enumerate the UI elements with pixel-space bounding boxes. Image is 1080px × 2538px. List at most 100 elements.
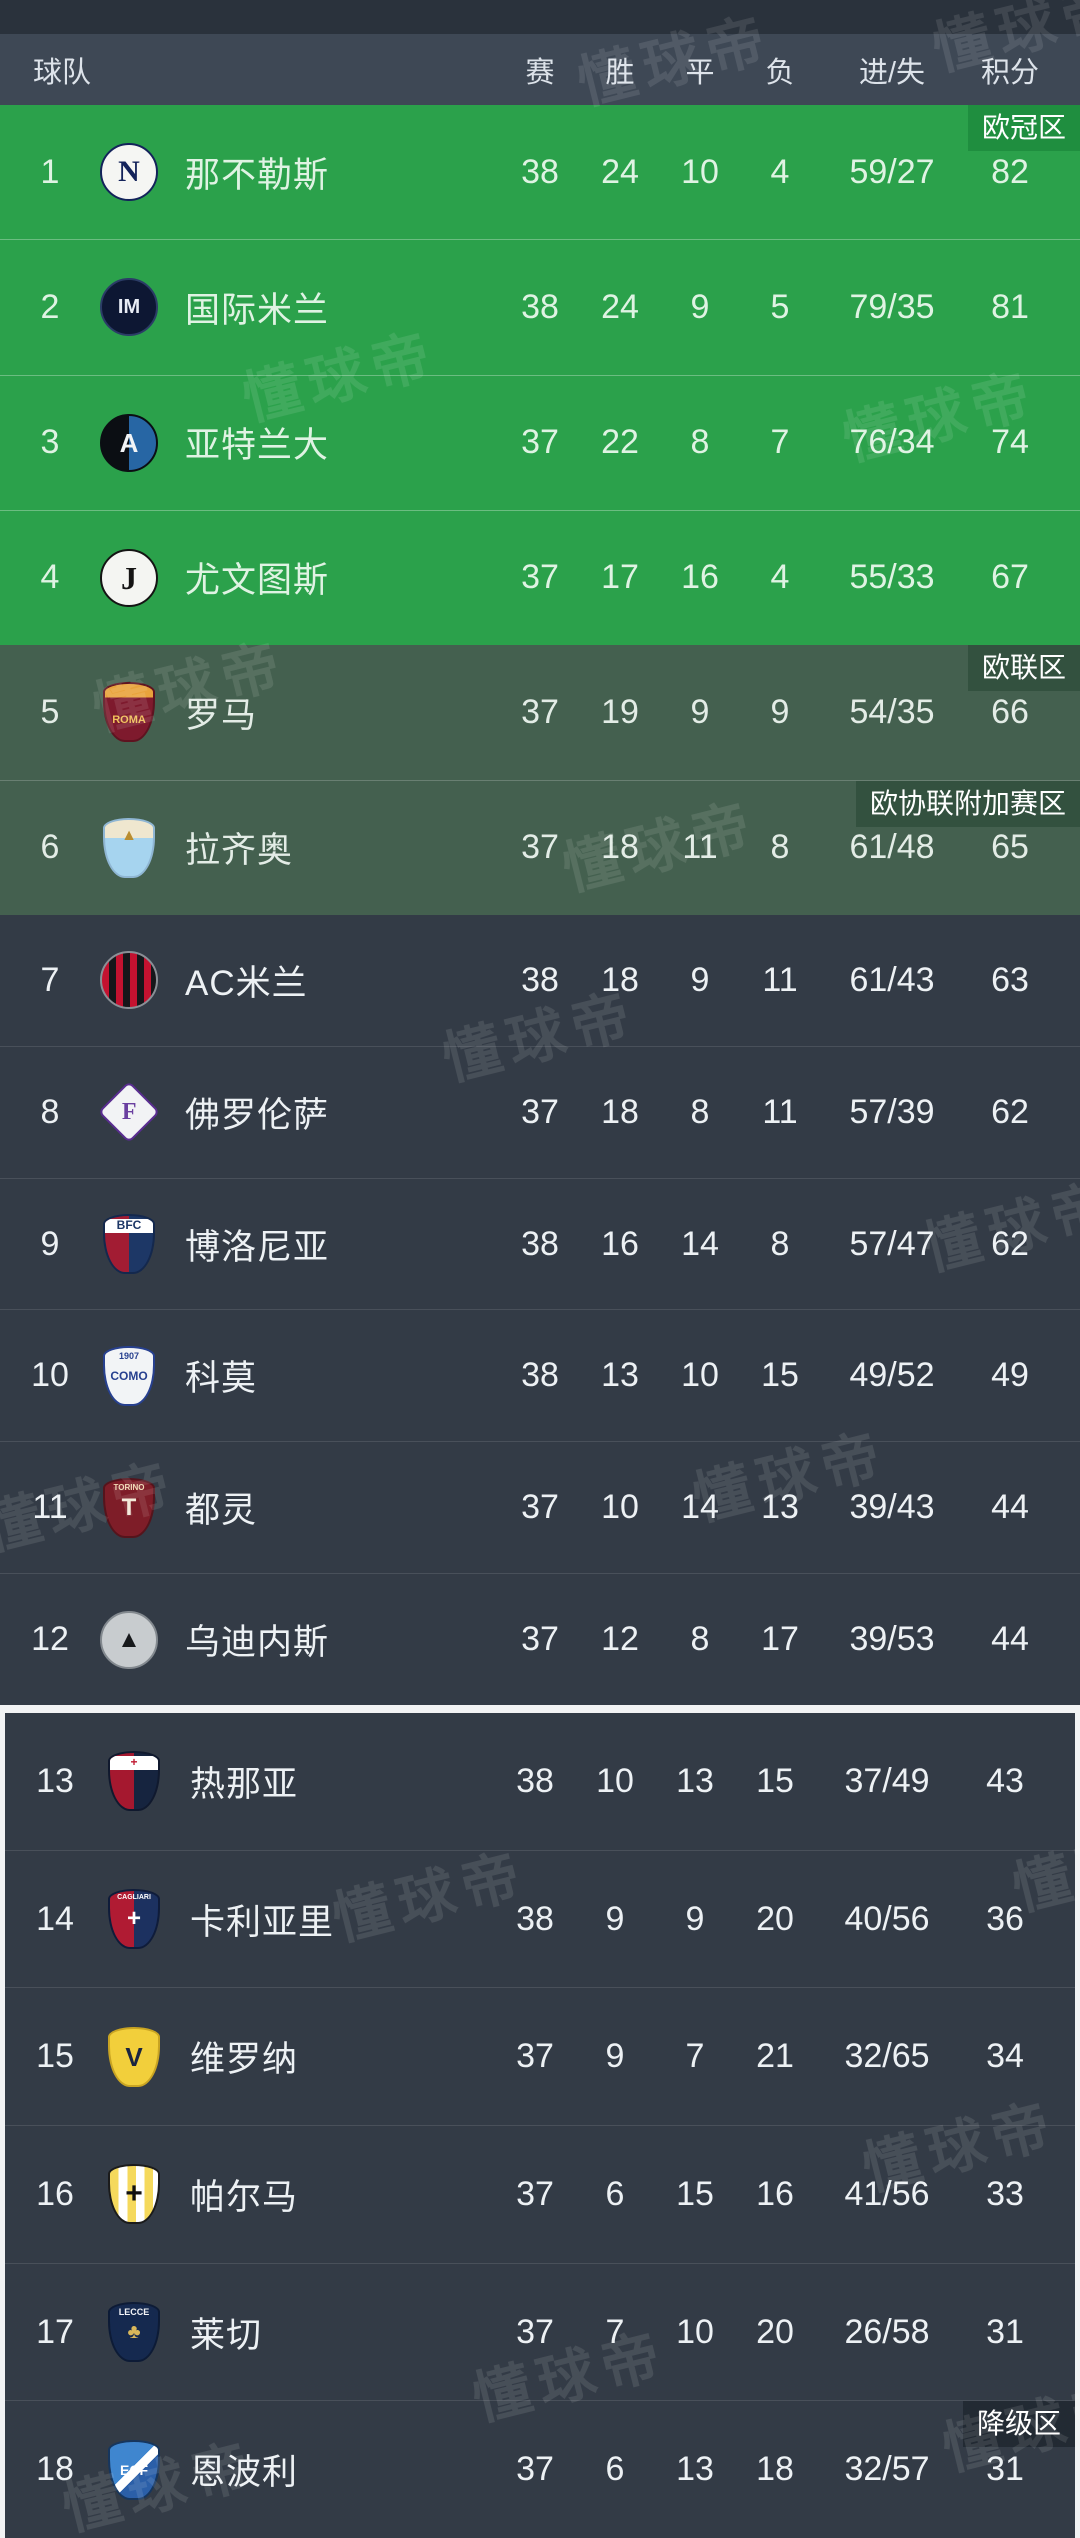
zone-badge-releg: 降级区	[962, 2401, 1075, 2448]
stat-played: 37	[516, 2450, 554, 2489]
stat-played: 38	[521, 960, 559, 999]
stat-points: 43	[986, 1761, 1024, 1800]
stat-goals: 57/47	[849, 1224, 935, 1263]
stat-lost: 15	[761, 1356, 799, 1395]
table-row[interactable]: 18 ECF 恩波利 37 6 13 18 32/57 31 降级区	[5, 2400, 1075, 2538]
table-header: 球队 赛 胜 平 负 进/失 积分	[0, 34, 1080, 105]
stat-drawn: 9	[690, 692, 710, 731]
team-logo-cell: TORINO T	[100, 1477, 158, 1538]
header-goals: 进/失	[858, 56, 926, 89]
team-name: 乌迪内斯	[185, 1623, 330, 1663]
stat-won: 18	[601, 828, 639, 867]
table-row[interactable]: 1 N 那不勒斯 38 24 10 4 59/27 82 欧冠区	[0, 105, 1080, 239]
team-crest-icon: V	[108, 2026, 160, 2087]
stat-lost: 4	[770, 152, 790, 191]
team-crest-icon: 1907 COMO	[103, 1345, 155, 1406]
stat-lost: 18	[756, 2450, 794, 2489]
stat-played: 37	[521, 1092, 559, 1131]
stat-goals: 26/58	[844, 2312, 930, 2351]
stat-lost: 20	[756, 2312, 794, 2351]
team-name: 博洛尼亚	[185, 1227, 330, 1267]
team-crest-icon: TORINO T	[103, 1477, 155, 1538]
stat-points: 31	[986, 2312, 1024, 2351]
table-row[interactable]: 3 A 亚特兰大 37 22 8 7 76/34 74	[0, 374, 1080, 510]
table-row[interactable]: 14 CAGLIARI + 卡利亚里 38 9 9 20 40/56 36	[5, 1849, 1075, 1988]
crest-sub-text: 1907	[118, 1350, 140, 1361]
stat-won: 13	[601, 1356, 639, 1395]
table-row[interactable]: 7 AC米兰 38 18 9 11 61/43 63	[0, 915, 1080, 1046]
stat-goals: 39/43	[849, 1488, 935, 1527]
stat-lost: 8	[770, 828, 790, 867]
header-drawn: 平	[685, 56, 715, 89]
team-logo-cell: LECCE ♣	[105, 2302, 163, 2363]
table-row[interactable]: 13 + 热那亚 38 10 13 15 37/49 43	[5, 1713, 1075, 1850]
stat-played: 38	[521, 287, 559, 326]
table-row[interactable]: 11 TORINO T 都灵 37 10 14 13 39/43 44	[0, 1441, 1080, 1573]
stat-won: 7	[605, 2312, 625, 2351]
team-crest-icon: BFC	[103, 1214, 155, 1275]
stat-goals: 61/48	[849, 828, 935, 867]
stat-drawn: 9	[690, 287, 710, 326]
zone-badge-uecl: 欧协联附加赛区	[855, 780, 1080, 827]
stat-won: 17	[601, 558, 639, 597]
table-row[interactable]: 6 ▲ 拉齐奥 37 18 11 8 61/48 65 欧协联附加赛区	[0, 779, 1080, 916]
table-row[interactable]: 8 F 佛罗伦萨 37 18 8 11 57/39 62	[0, 1045, 1080, 1178]
rank-number: 5	[40, 692, 60, 731]
crest-sub-text: LECCE	[118, 2307, 150, 2318]
rank-number: 1	[40, 152, 60, 191]
stat-won: 9	[605, 2037, 625, 2076]
stat-won: 6	[605, 2450, 625, 2489]
stat-goals: 54/35	[849, 692, 935, 731]
team-name: 罗马	[185, 695, 258, 735]
stat-lost: 11	[762, 960, 798, 999]
rank-number: 8	[40, 1092, 60, 1131]
team-name: 那不勒斯	[185, 155, 330, 195]
stat-points: 36	[986, 1899, 1024, 1938]
team-crest-icon: CAGLIARI +	[108, 1889, 160, 1949]
table-row[interactable]: 2 IM 国际米兰 38 24 9 5 79/35 81	[0, 239, 1080, 374]
rank-number: 15	[36, 2037, 74, 2076]
team-logo-cell: ROMA	[100, 682, 158, 743]
stat-drawn: 11	[682, 828, 718, 867]
stat-played: 38	[521, 1356, 559, 1395]
table-row[interactable]: 12 ▲ 乌迪内斯 37 12 8 17 39/53 44	[0, 1573, 1080, 1705]
header-team-column: 球队	[33, 56, 92, 89]
stat-won: 9	[605, 1899, 625, 1938]
team-name: 莱切	[190, 2315, 263, 2355]
team-crest-icon: +	[108, 1751, 160, 1812]
table-row[interactable]: 4 J 尤文图斯 37 17 16 4 55/33 67	[0, 509, 1080, 645]
stat-goals: 32/65	[844, 2037, 930, 2076]
team-crest-icon: ROMA	[103, 682, 155, 743]
stat-drawn: 7	[685, 2037, 705, 2076]
stat-drawn: 15	[676, 2174, 714, 2213]
team-logo-cell: ECF	[105, 2439, 163, 2500]
team-name: 都灵	[185, 1491, 258, 1531]
rank-number: 6	[40, 828, 60, 867]
stat-won: 12	[601, 1620, 639, 1659]
stat-points: 65	[991, 828, 1029, 867]
team-crest-icon: ▲	[103, 817, 155, 878]
team-crest-icon: +	[108, 2164, 160, 2225]
table-row[interactable]: 5 ROMA 罗马 37 19 9 9 54/35 66 欧联区	[0, 645, 1080, 780]
stat-lost: 9	[770, 692, 790, 731]
stat-won: 18	[601, 1092, 639, 1131]
team-name: 尤文图斯	[185, 561, 330, 601]
table-row[interactable]: 16 + 帕尔马 37 6 15 16 41/56 33	[5, 2125, 1075, 2263]
stat-goals: 55/33	[849, 558, 935, 597]
table-row[interactable]: 9 BFC 博洛尼亚 38 16 14 8 57/47 62	[0, 1177, 1080, 1310]
stat-lost: 15	[756, 1761, 794, 1800]
team-crest-icon: ECF	[108, 2439, 160, 2500]
rank-number: 10	[31, 1356, 69, 1395]
stat-goals: 39/53	[849, 1620, 935, 1659]
table-row[interactable]: 15 V 维罗纳 37 9 7 21 32/65 34	[5, 1987, 1075, 2125]
stat-goals: 61/43	[849, 960, 935, 999]
table-row[interactable]: 17 LECCE ♣ 莱切 37 7 10 20 26/58 31	[5, 2262, 1075, 2401]
table-row[interactable]: 10 1907 COMO 科莫 38 13 10 15 49/52 49	[0, 1309, 1080, 1441]
crest-glyph: COMO	[110, 1368, 148, 1383]
team-logo-cell: +	[105, 2164, 163, 2225]
stat-won: 18	[601, 960, 639, 999]
stat-won: 10	[601, 1488, 639, 1527]
stat-played: 37	[521, 692, 559, 731]
section-lower-table: 13 + 热那亚 38 10 13 15 37/49 43 14 CAGLIAR…	[0, 1713, 1080, 2538]
section-divider-band	[0, 1705, 1080, 1713]
